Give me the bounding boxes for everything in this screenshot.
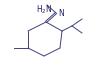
Text: N: N <box>58 9 64 17</box>
Text: H$_2$N: H$_2$N <box>36 4 52 17</box>
